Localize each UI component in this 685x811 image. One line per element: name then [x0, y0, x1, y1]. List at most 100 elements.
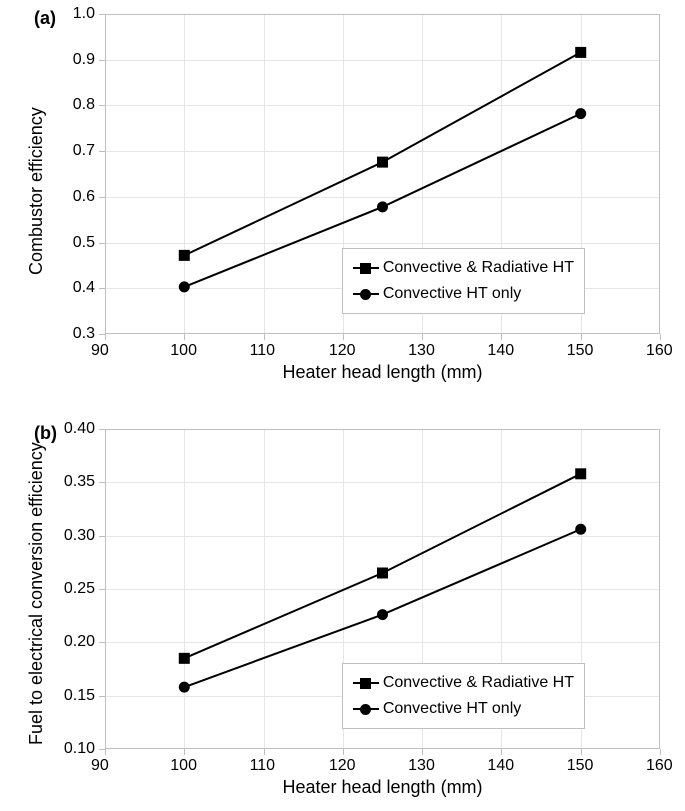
legend-a-line-0 — [353, 267, 379, 269]
xtick-label: 140 — [487, 342, 514, 360]
xtick-label: 150 — [567, 757, 594, 775]
xtick-label: 90 — [91, 342, 109, 360]
tickmark — [99, 429, 105, 430]
ytick-label: 0.15 — [55, 687, 95, 705]
xtick-label: 120 — [329, 757, 356, 775]
ytick-label: 0.25 — [55, 580, 95, 598]
series-marker — [377, 157, 388, 168]
tickmark — [105, 334, 106, 340]
page: { "global": { "xlabel": "Heater head len… — [0, 0, 685, 811]
panel-label-a: (a) — [34, 8, 56, 29]
ytick-label: 1.0 — [55, 5, 95, 23]
ylabel-b: Fuel to electrical conversion efficiency — [26, 442, 47, 745]
square-marker-icon — [360, 263, 371, 274]
tickmark — [264, 749, 265, 755]
legend-b-row-1: Convective HT only — [353, 696, 574, 722]
legend-b-line-1 — [353, 708, 379, 710]
circle-marker-icon — [360, 289, 371, 300]
tickmark — [99, 642, 105, 643]
xtick-label: 100 — [170, 342, 197, 360]
series-marker — [377, 609, 388, 620]
xtick-label: 160 — [646, 342, 673, 360]
ytick-label: 0.7 — [55, 142, 95, 160]
tickmark — [581, 749, 582, 755]
ytick-label: 0.35 — [55, 473, 95, 491]
series-marker — [575, 47, 586, 58]
legend-a-row-0: Convective & Radiative HT — [353, 255, 574, 281]
legend-a-line-1 — [353, 293, 379, 295]
tickmark — [581, 334, 582, 340]
tickmark — [99, 243, 105, 244]
legend-b-row-0: Convective & Radiative HT — [353, 670, 574, 696]
tickmark — [660, 749, 661, 755]
xtick-label: 90 — [91, 757, 109, 775]
tickmark — [184, 749, 185, 755]
tickmark — [660, 334, 661, 340]
tickmark — [99, 151, 105, 152]
chart-a-wrap: (a) Combustor efficiency Convective & Ra… — [0, 0, 685, 395]
tickmark — [343, 334, 344, 340]
ytick-label: 0.20 — [55, 633, 95, 651]
legend-a: Convective & Radiative HT Convective HT … — [342, 248, 585, 314]
ytick-label: 0.5 — [55, 234, 95, 252]
legend-a-label-1: Convective HT only — [383, 285, 521, 303]
xtick-label: 110 — [250, 342, 276, 360]
panel-label-b: (b) — [34, 423, 57, 444]
ytick-label: 0.10 — [55, 740, 95, 758]
tickmark — [99, 197, 105, 198]
ytick-label: 0.6 — [55, 188, 95, 206]
xtick-label: 130 — [408, 757, 435, 775]
chart-b-wrap: (b) Fuel to electrical conversion effici… — [0, 415, 685, 810]
xtick-label: 160 — [646, 757, 673, 775]
series-marker — [575, 468, 586, 479]
tickmark — [501, 334, 502, 340]
legend-b-label-1: Convective HT only — [383, 700, 521, 718]
xtick-label: 140 — [487, 757, 514, 775]
plot-b: Convective & Radiative HT Convective HT … — [105, 429, 660, 749]
series-line — [184, 52, 580, 255]
ytick-label: 0.30 — [55, 527, 95, 545]
tickmark — [184, 334, 185, 340]
series-marker — [179, 281, 190, 292]
tickmark — [422, 749, 423, 755]
tickmark — [99, 105, 105, 106]
tickmark — [99, 589, 105, 590]
tickmark — [99, 749, 105, 750]
square-marker-icon — [360, 678, 371, 689]
xtick-label: 150 — [567, 342, 594, 360]
xlabel-a: Heater head length (mm) — [105, 362, 660, 383]
tickmark — [99, 536, 105, 537]
ytick-label: 0.9 — [55, 51, 95, 69]
tickmark — [99, 14, 105, 15]
tickmark — [99, 482, 105, 483]
series-marker — [377, 568, 388, 579]
series-marker — [179, 653, 190, 664]
ytick-label: 0.40 — [55, 420, 95, 438]
tickmark — [343, 749, 344, 755]
legend-b-line-0 — [353, 682, 379, 684]
tickmark — [105, 749, 106, 755]
series-marker — [179, 250, 190, 261]
ytick-label: 0.3 — [55, 325, 95, 343]
tickmark — [99, 334, 105, 335]
xtick-label: 130 — [408, 342, 435, 360]
xtick-label: 120 — [329, 342, 356, 360]
series-line — [184, 474, 580, 659]
series-marker — [575, 108, 586, 119]
legend-a-label-0: Convective & Radiative HT — [383, 259, 574, 277]
series-marker — [575, 524, 586, 535]
legend-b-label-0: Convective & Radiative HT — [383, 674, 574, 692]
ylabel-a: Combustor efficiency — [26, 107, 47, 275]
tickmark — [99, 696, 105, 697]
xtick-label: 100 — [170, 757, 197, 775]
tickmark — [501, 749, 502, 755]
series-marker — [179, 682, 190, 693]
tickmark — [264, 334, 265, 340]
plot-a: Convective & Radiative HT Convective HT … — [105, 14, 660, 334]
ytick-label: 0.4 — [55, 279, 95, 297]
legend-b: Convective & Radiative HT Convective HT … — [342, 663, 585, 729]
series-marker — [377, 201, 388, 212]
legend-a-row-1: Convective HT only — [353, 281, 574, 307]
tickmark — [99, 288, 105, 289]
tickmark — [99, 60, 105, 61]
